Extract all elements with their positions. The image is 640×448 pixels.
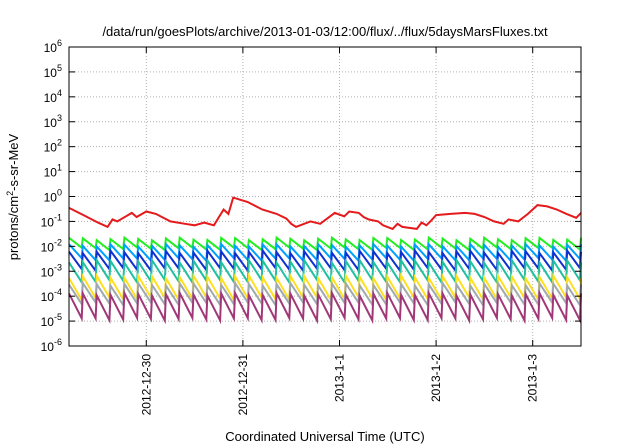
y-tick-label: 101 <box>44 163 62 180</box>
series-layer <box>68 196 582 325</box>
ticks <box>69 46 581 347</box>
x-tick-label: 2012-12-31 <box>236 354 250 416</box>
y-tick-label: 103 <box>44 113 62 130</box>
y-tick-label: 10-2 <box>41 237 62 254</box>
x-tick-label: 2012-12-30 <box>139 354 153 416</box>
x-tick-label: 2013-1-1 <box>332 354 346 402</box>
y-tick-label: 104 <box>44 88 62 105</box>
y-tick-label: 10-1 <box>41 212 62 229</box>
y-tick-label: 100 <box>44 188 62 205</box>
series-line <box>68 196 582 231</box>
y-tick-label: 106 <box>44 38 62 55</box>
y-axis-label: protons/cm2-s-sr-MeV <box>5 133 21 260</box>
grid <box>69 47 581 346</box>
y-tick-label: 10-3 <box>41 262 62 279</box>
y-tick-label: 10-4 <box>41 287 62 304</box>
x-axis-label: Coordinated Universal Time (UTC) <box>225 429 424 444</box>
y-tick-label: 102 <box>44 138 62 155</box>
y-tick-labels: 106 105 104 103 102 101 100 10-1 10-2 10-3 10-4 10-… <box>41 38 62 354</box>
y-tick-label: 105 <box>44 63 62 80</box>
y-tick-label: 10-6 <box>41 337 62 354</box>
x-tick-label: 2013-1-3 <box>526 354 540 402</box>
x-tick-labels: 2012-12-30 2012-12-31 2013-1-1 2013-1-2 2013… <box>139 354 539 416</box>
x-tick-label: 2013-1-2 <box>429 354 443 402</box>
series-line <box>68 289 582 325</box>
y-tick-label: 10-5 <box>41 312 62 329</box>
chart-title: /data/run/goesPlots/archive/2013-01-03/1… <box>102 24 548 39</box>
